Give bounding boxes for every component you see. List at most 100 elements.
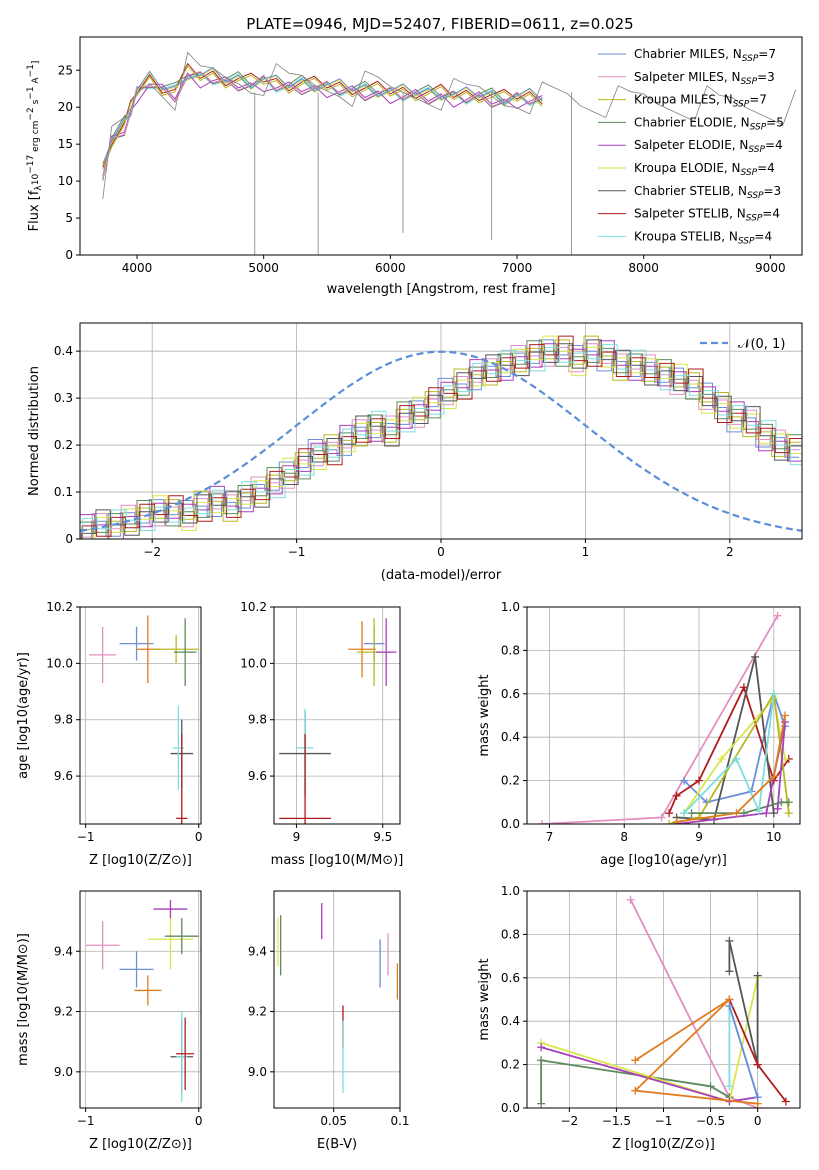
y-tick-label: 9.6 <box>54 769 73 783</box>
x-tick-label: 0.05 <box>320 1114 347 1128</box>
y-tick-label: 0.6 <box>501 687 520 701</box>
y-tick-label: 0.8 <box>501 643 520 657</box>
weight-plot-area <box>537 895 790 1108</box>
errorbar-area <box>277 903 398 1093</box>
x-tick-label: −1 <box>288 545 306 559</box>
y-tick-label: 9.6 <box>248 769 267 783</box>
spectrum-model-line <box>102 68 543 165</box>
errorbar-area <box>89 615 199 824</box>
x-tick-label: 9 <box>695 830 703 844</box>
y-tick-label: 9.0 <box>248 1065 267 1079</box>
spectrum-plot-area <box>102 51 797 255</box>
y-tick-label: 1.0 <box>501 884 520 898</box>
axes-border <box>79 36 803 256</box>
weight-series-line <box>676 715 786 823</box>
x-tick-label: 9.5 <box>373 830 392 844</box>
x-tick-label: 0 <box>754 1114 762 1128</box>
spectrum-model-line <box>102 62 543 168</box>
x-tick-label: −1 <box>77 830 95 844</box>
axes-border <box>273 890 401 1109</box>
weight-series-line <box>728 940 759 1065</box>
y-axis-label: Flux [fλ10−17 erg cm−2 s−1 A−1] <box>26 61 44 232</box>
y-tick-label: 0.6 <box>501 971 520 985</box>
x-tick-label: 5000 <box>248 261 279 275</box>
spectrum-model-line <box>102 71 543 180</box>
x-axis-label: Z [log10(Z/Z⊙)] <box>612 1137 715 1152</box>
x-tick-label: 8000 <box>628 261 659 275</box>
y-tick-label: 0.4 <box>501 1014 520 1028</box>
y-tick-label: 9.2 <box>54 1005 73 1019</box>
y-tick-label: 15 <box>58 137 73 151</box>
weight-series-line <box>541 615 779 824</box>
histogram-series <box>80 339 802 539</box>
legend-label: Salpeter ELODIE, NSSP=4 <box>634 138 783 155</box>
x-tick-label: 1 <box>582 545 590 559</box>
weight-series-line <box>540 1059 730 1104</box>
legend-label: Kroupa ELODIE, NSSP=4 <box>634 161 775 178</box>
y-tick-label: 20 <box>58 100 73 114</box>
y-tick-label: 0.4 <box>54 344 73 358</box>
residuals-axes: −2 −1 0 1 2 0 0.1 0.2 0.3 0.4 𝒩(0, 1) (data-model)/… <box>27 322 803 583</box>
y-tick-label: 9.2 <box>248 1005 267 1019</box>
x-tick-label: −1 <box>77 1114 95 1128</box>
x-axis-label: E(B-V) <box>317 1137 357 1152</box>
histogram-series <box>80 339 800 539</box>
mass_vs_EBV-axes: 0.05 0.1 9.0 9.2 9.4 E(B-V) <box>248 890 410 1152</box>
histogram-series <box>82 344 802 539</box>
y-tick-label: 5 <box>65 211 73 225</box>
x-tick-label: 7000 <box>502 261 533 275</box>
y-tick-label: 10.0 <box>240 656 267 670</box>
y-axis-label: mass weight <box>477 674 492 756</box>
histogram-series <box>80 335 802 539</box>
y-tick-label: 0.2 <box>501 1058 520 1072</box>
spectrum-axes: 4000 5000 6000 7000 8000 9000 0 5 10 15 20 25 Chabri… <box>26 36 803 297</box>
x-axis-label: wavelength [Angstrom, rest frame] <box>327 282 556 297</box>
x-axis-label: Z [log10(Z/Z⊙)] <box>89 853 192 868</box>
y-tick-label: 9.4 <box>54 944 73 958</box>
y-tick-label: 0.4 <box>501 730 520 744</box>
axes-border <box>273 606 401 825</box>
legend-label: Salpeter STELIB, NSSP=4 <box>634 207 780 224</box>
histogram-area <box>80 335 802 539</box>
y-tick-label: 10 <box>58 174 73 188</box>
weight_vs_age-axes: 7 8 9 10 0.0 0.2 0.4 0.6 0.8 1.0 age [log10(age/yr… <box>477 600 801 868</box>
x-tick-label: 0 <box>437 545 445 559</box>
x-tick-label: −1.5 <box>602 1114 631 1128</box>
weight-series-line <box>540 1046 758 1103</box>
weight-plot-area <box>537 611 793 824</box>
y-tick-label: 9.0 <box>54 1065 73 1079</box>
y-tick-label: 10.0 <box>46 656 73 670</box>
errorbar-area <box>279 618 397 824</box>
legend-label: 𝒩(0, 1) <box>738 337 785 352</box>
y-tick-label: 25 <box>58 63 73 77</box>
legend-label: Chabrier ELODIE, NSSP=5 <box>634 115 784 132</box>
spectrum-model-line <box>102 67 543 164</box>
y-axis-label: mass [log10(M/M⊙)] <box>16 933 31 1066</box>
figure-title: PLATE=0946, MJD=52407, FIBERID=0611, z=0… <box>246 15 633 33</box>
y-tick-label: 0.2 <box>501 774 520 788</box>
weight-series-line <box>633 998 758 1105</box>
x-tick-label: −2 <box>143 545 161 559</box>
x-tick-label: 10 <box>766 830 781 844</box>
y-tick-label: 9.4 <box>248 944 267 958</box>
y-axis-label: Normed distribution <box>27 366 42 496</box>
y-tick-label: 9.8 <box>248 713 267 727</box>
legend-label: Chabrier STELIB, NSSP=3 <box>634 184 781 201</box>
legend-label: Chabrier MILES, NSSP=7 <box>634 47 776 64</box>
weight_vs_Z-axes: −2 −1.5 −1 −0.5 0 0.0 0.2 0.4 0.6 0.8 1.0 Z [log10(… <box>477 884 801 1152</box>
spectrum-model-line <box>102 72 543 177</box>
x-axis-label: Z [log10(Z/Z⊙)] <box>89 1137 192 1152</box>
mass_vs_Z-axes: −1 0 9.0 9.2 9.4 Z [log10(Z/Z⊙)] mass [log10(M… <box>16 890 203 1152</box>
histogram-series <box>80 335 801 539</box>
weight-series-line <box>676 656 775 821</box>
errorbar-area <box>85 900 199 1102</box>
x-tick-label: 0 <box>195 1114 203 1128</box>
x-tick-label: 6000 <box>375 261 406 275</box>
x-axis-label: age [log10(age/yr)] <box>600 853 727 868</box>
x-tick-label: 0 <box>195 830 203 844</box>
y-tick-label: 10.2 <box>46 600 73 614</box>
y-tick-label: 0.3 <box>54 391 73 405</box>
spectrum-legend: Chabrier MILES, NSSP=7 Salpeter MILES, NS… <box>598 47 784 246</box>
y-tick-label: 10.2 <box>240 600 267 614</box>
